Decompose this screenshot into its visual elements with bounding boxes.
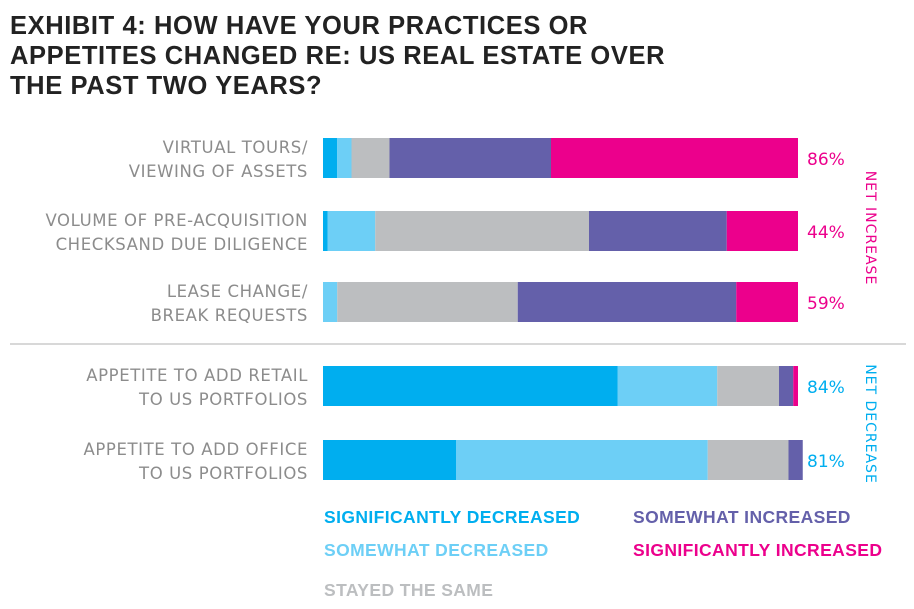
bars xyxy=(323,138,803,480)
legend-item: SIGNIFICANTLY DECREASED xyxy=(324,507,580,527)
net-value-label: 44% xyxy=(807,223,845,243)
category-label: VIEWING OF ASSETS xyxy=(129,162,308,181)
bar-segment xyxy=(323,440,456,480)
bar-segment xyxy=(551,138,798,178)
legend-item: SOMEWHAT INCREASED xyxy=(633,507,851,527)
bar-segment xyxy=(323,211,328,251)
bar-segment xyxy=(736,282,798,322)
bar-segment xyxy=(389,138,551,178)
title-line: EXHIBIT 4: HOW HAVE YOUR PRACTICES OR xyxy=(10,12,588,40)
category-label: VIRTUAL TOURS/ xyxy=(163,138,308,157)
bar-segment xyxy=(456,440,708,480)
bar-segment xyxy=(717,366,779,406)
bar-segment xyxy=(793,366,798,406)
net-value-label: 81% xyxy=(807,452,845,472)
bar-segment xyxy=(779,366,794,406)
chart-title: EXHIBIT 4: HOW HAVE YOUR PRACTICES ORAPP… xyxy=(10,12,665,100)
category-label: APPETITE TO ADD RETAIL xyxy=(86,366,308,385)
bar-segment xyxy=(617,366,718,406)
group-label: NET INCREASE xyxy=(862,171,878,286)
legend-item: STAYED THE SAME xyxy=(324,580,493,600)
group-labels: NET INCREASE NET DECREASE xyxy=(862,171,878,484)
legend-item: SOMEWHAT DECREASED xyxy=(324,540,549,560)
title-line: THE PAST TWO YEARS? xyxy=(10,72,322,100)
bar-segment xyxy=(337,282,518,322)
bar-segment xyxy=(375,211,589,251)
net-labels: 86% 44% 59% 84% 81% xyxy=(807,150,845,472)
bar-segment xyxy=(323,366,618,406)
title-line: APPETITES CHANGED RE: US REAL ESTATE OVE… xyxy=(10,42,665,70)
category-label: CHECKSAND DUE DILIGENCE xyxy=(56,235,308,254)
category-label: BREAK REQUESTS xyxy=(151,306,308,325)
bar-segment xyxy=(327,211,376,251)
bar-segment xyxy=(788,440,803,480)
category-label: APPETITE TO ADD OFFICE xyxy=(83,440,308,459)
group-label: NET DECREASE xyxy=(862,364,878,484)
bar-segment xyxy=(337,138,352,178)
category-label: TO US PORTFOLIOS xyxy=(138,390,308,409)
bar-segment xyxy=(323,138,338,178)
bar-segment xyxy=(351,138,390,178)
bar-segment xyxy=(726,211,798,251)
legend-item: SIGNIFICANTLY INCREASED xyxy=(633,540,882,560)
bar-segment xyxy=(589,211,727,251)
bar-segment xyxy=(707,440,789,480)
bar-segment xyxy=(323,282,338,322)
category-labels: VIRTUAL TOURS/VIEWING OF ASSETS VOLUME OF… xyxy=(45,138,308,483)
bar-segment xyxy=(517,282,737,322)
net-value-label: 59% xyxy=(807,294,845,314)
net-value-label: 84% xyxy=(807,378,845,398)
category-label: VOLUME OF PRE-ACQUISITION xyxy=(45,211,308,230)
net-value-label: 86% xyxy=(807,150,845,170)
category-label: TO US PORTFOLIOS xyxy=(138,464,308,483)
legend: SIGNIFICANTLY DECREASED SOMEWHAT DECREASE… xyxy=(324,507,882,600)
category-label: LEASE CHANGE/ xyxy=(167,282,308,301)
